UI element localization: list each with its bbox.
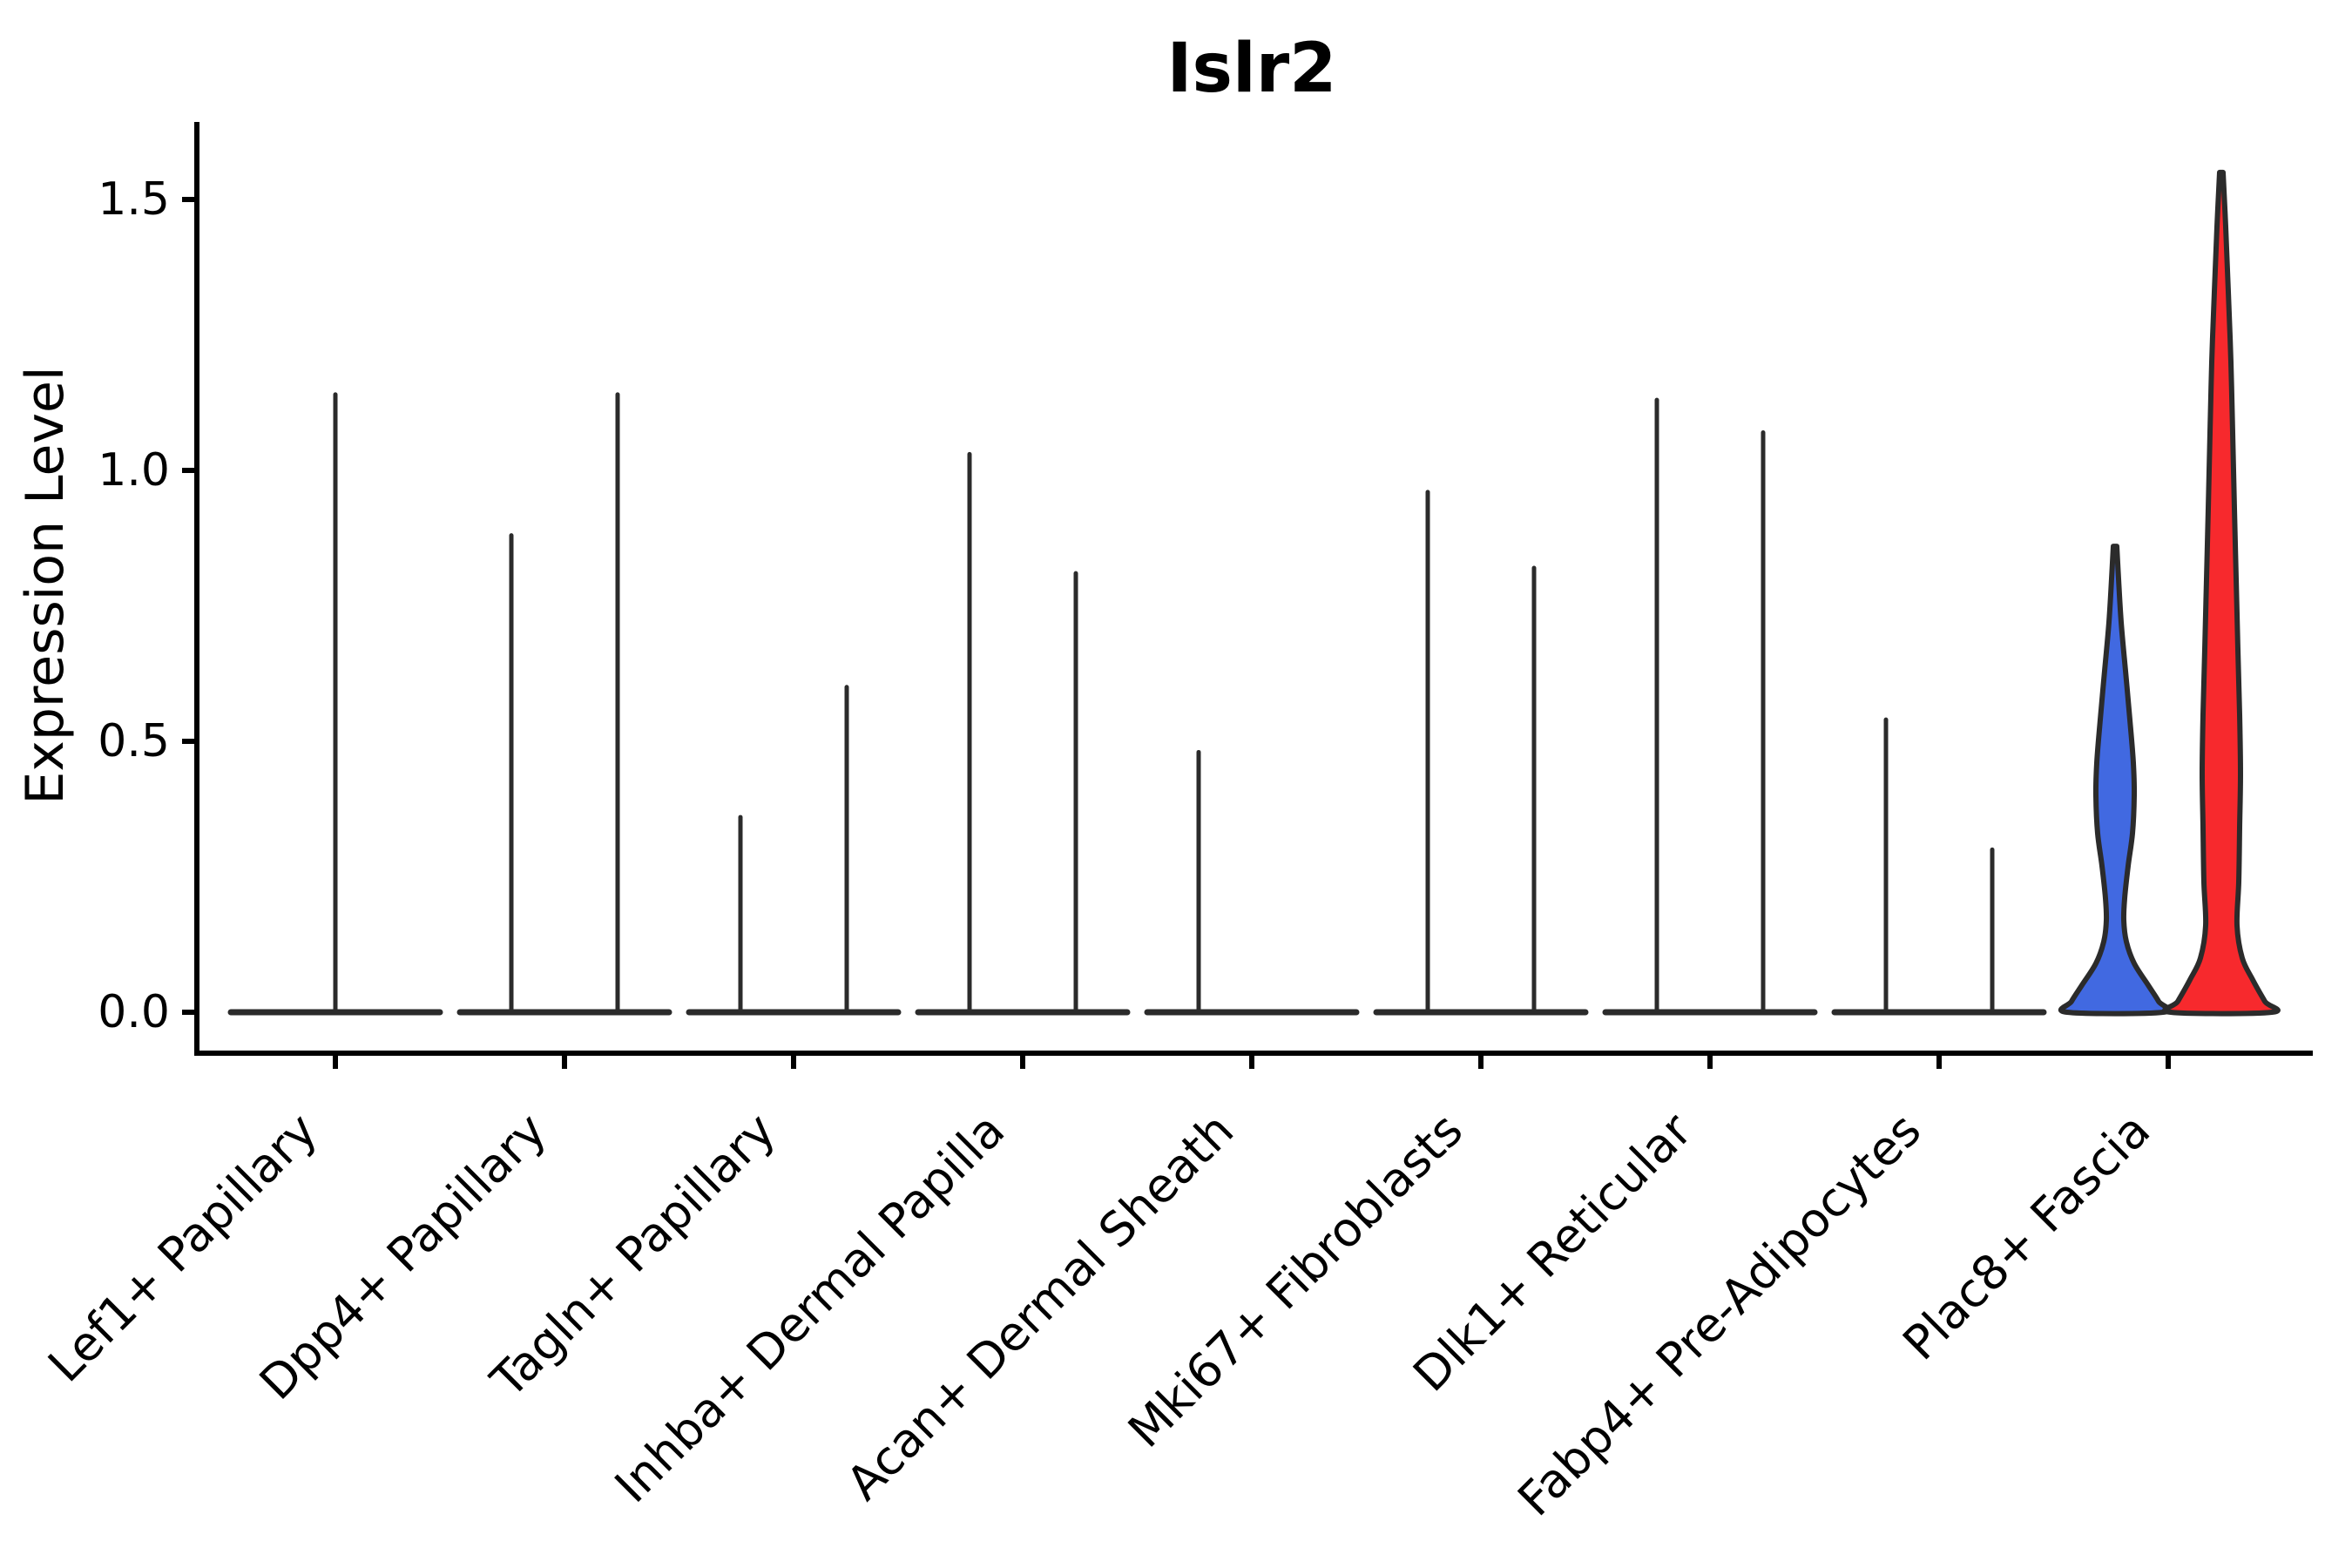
x-tick-label: Plac8+ Fascia <box>1892 1103 2160 1371</box>
y-tick-label: 0.5 <box>98 715 170 767</box>
y-tick-label: 1.0 <box>98 444 170 497</box>
violin-density <box>2058 544 2172 1017</box>
violin-layer <box>227 169 2281 1017</box>
y-axis-label: Expression Level <box>15 366 76 804</box>
violin-density <box>2162 169 2281 1017</box>
x-tick-label: Inhba+ Dermal Papilla <box>605 1103 1015 1513</box>
x-tick-label: Fabp4+ Pre-Adipocytes <box>1507 1103 1931 1527</box>
x-tick-label: Acan+ Dermal Sheath <box>836 1103 1244 1511</box>
chart-title: Islr2 <box>1167 30 1337 108</box>
y-tick-label: 1.5 <box>98 173 170 226</box>
y-tick-label: 0.0 <box>98 986 170 1038</box>
